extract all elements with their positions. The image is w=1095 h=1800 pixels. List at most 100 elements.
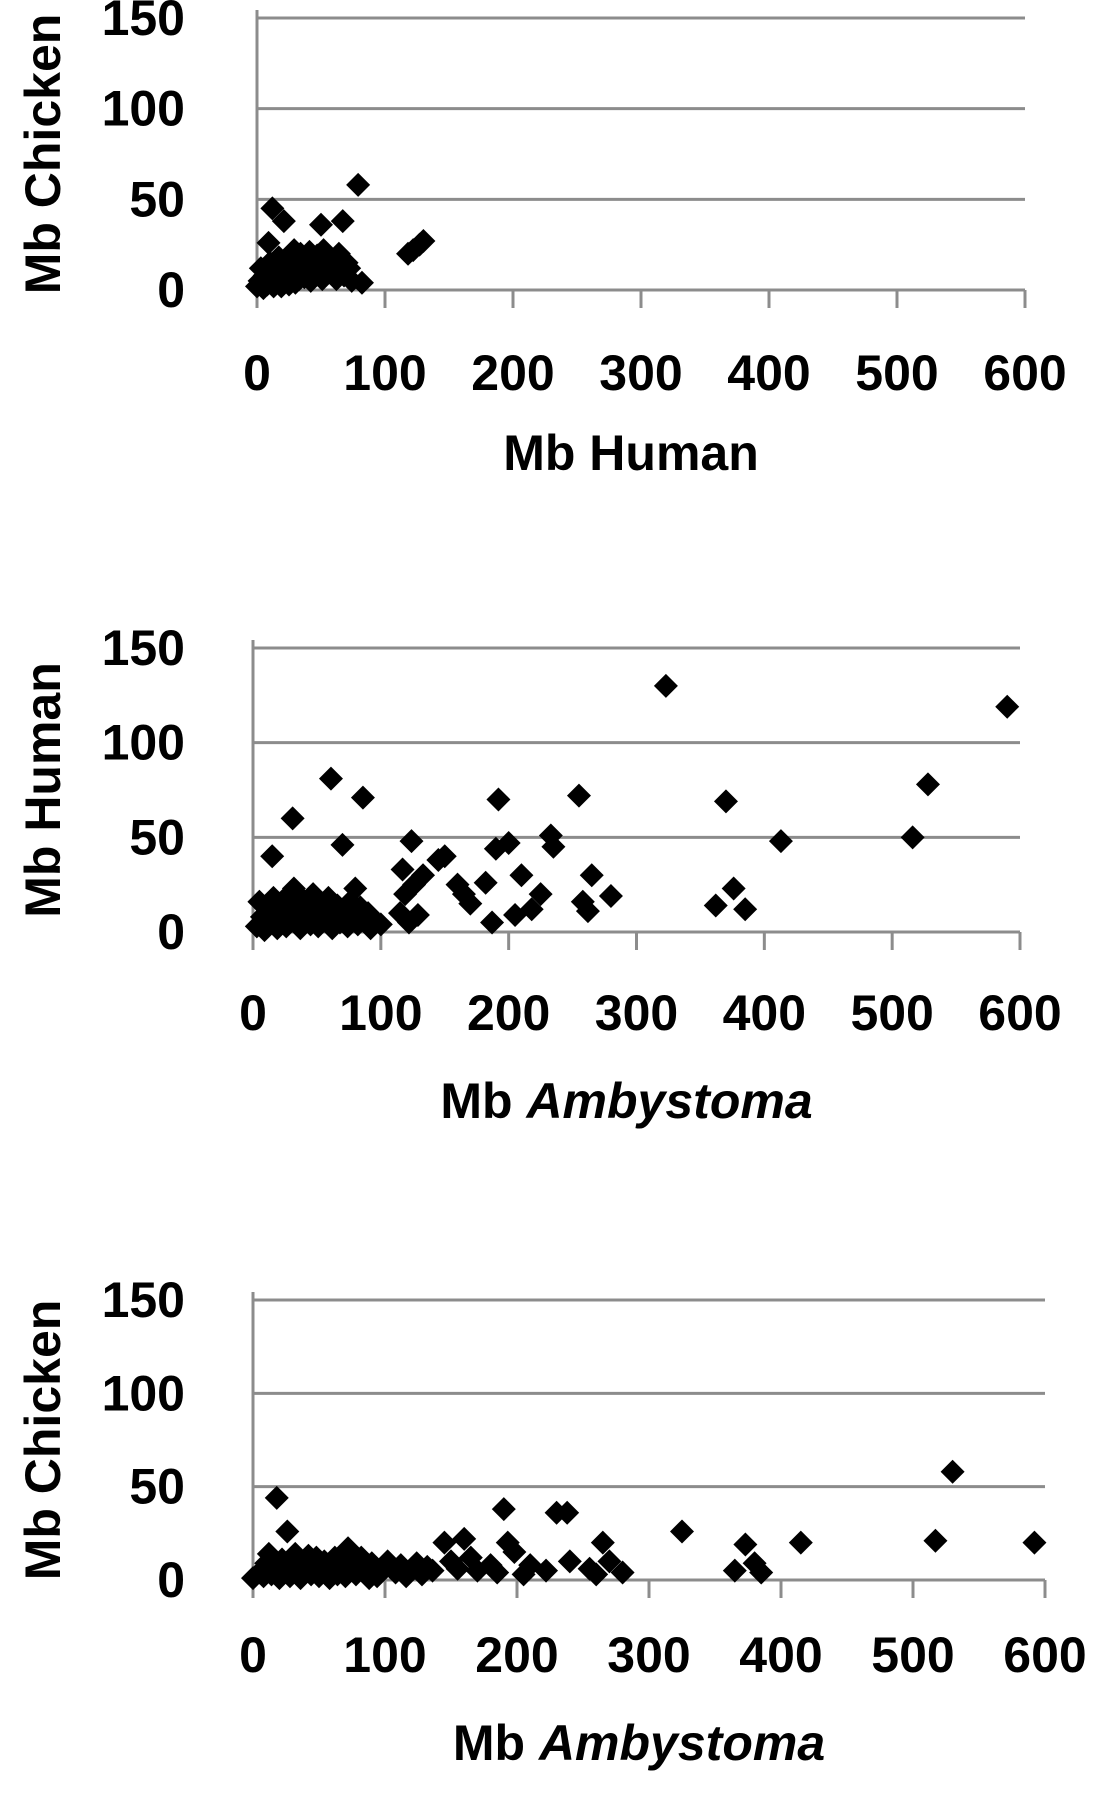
data-point [458,891,483,916]
y-axis-title: Mb Human [15,662,71,918]
x-tick-label-300: 300 [595,985,678,1041]
data-point [598,884,623,909]
data-point [541,834,566,859]
y-tick-label-50: 50 [129,171,185,227]
data-point [452,1526,477,1551]
data-point [411,863,436,888]
data-point [670,1519,694,1544]
data-point [411,229,436,254]
x-tick-label-500: 500 [850,985,933,1041]
y-tick-label-0: 0 [157,1552,185,1608]
data-point [557,1549,582,1574]
x-tick-label-100: 100 [343,1627,426,1683]
y-tick-label-50: 50 [129,809,185,865]
x-tick-label-100: 100 [339,985,422,1041]
x-axis-title: Mb Ambystoma [453,1715,825,1771]
y-tick-label-0: 0 [157,262,185,318]
data-point [260,844,285,869]
y-axis-title: Mb Chicken [15,14,71,295]
data-point [486,787,511,812]
data-point [349,270,374,295]
data-point [309,212,333,237]
data-point [722,1558,747,1583]
data-point [610,1560,635,1585]
data-point [579,863,604,888]
data-point [260,196,285,221]
x-tick-label-300: 300 [607,1627,690,1683]
data-point [995,694,1020,719]
x-tick-label-200: 200 [475,1627,558,1683]
data-point [271,209,296,234]
y-tick-label-100: 100 [102,1365,185,1421]
x-tick-label-100: 100 [343,345,426,401]
data-point [653,673,678,698]
x-tick-label-400: 400 [739,1627,822,1683]
data-point [491,1497,516,1522]
data-point [788,1530,813,1555]
data-point [264,1485,289,1510]
data-point [733,1532,758,1557]
y-tick-label-0: 0 [157,904,185,960]
x-tick-label-0: 0 [239,985,267,1041]
data-point [432,1530,457,1555]
y-tick-label-150: 150 [102,1272,185,1328]
chart-panel-1: 0 100 200 300 400 500 600 0 50 100 150 Mb Human Mb C… [15,0,1067,481]
data-point [405,902,430,927]
data-point [940,1459,965,1484]
y-tick-label-100: 100 [102,715,185,771]
data-point [346,172,371,197]
x-tick-label-300: 300 [599,345,682,401]
x-tick-label-200: 200 [471,345,554,401]
data-point [399,829,424,854]
data-point [733,897,758,922]
y-tick-label-100: 100 [102,81,185,137]
data-point [519,897,544,922]
data-point [597,1549,622,1574]
data-point [900,825,925,850]
data-point [330,209,355,234]
y-axis-title: Mb Chicken [15,1300,71,1581]
data-point [485,1560,510,1585]
x-tick-label-500: 500 [855,345,938,401]
x-axis-title: Mb Human [503,425,759,481]
data-point [496,831,521,856]
data-point [713,789,738,814]
x-tick-label-400: 400 [723,985,806,1041]
x-tick-label-200: 200 [467,985,550,1041]
data-point [256,230,281,255]
data-point [575,899,600,924]
data-point [318,766,343,791]
data-point [703,893,728,918]
y-tick-label-150: 150 [102,0,185,46]
data-point [534,1558,559,1583]
data-point [275,1519,300,1544]
data-point [445,1556,470,1581]
data-point [509,863,534,888]
data-point [590,1530,615,1555]
x-tick-label-600: 600 [983,345,1066,401]
x-tick-label-600: 600 [1003,1627,1086,1683]
data-point [915,772,940,797]
chart-panel-2: 0 100 200 300 400 500 600 0 50 100 150 Mb Ambystoma… [15,620,1062,1129]
data-point [1022,1530,1047,1555]
y-tick-label-50: 50 [129,1459,185,1515]
data-point [473,870,498,895]
x-axis-title: Mb Ambystoma [440,1073,812,1129]
data-point [480,910,505,935]
data-point [350,785,375,810]
data-point [528,882,553,907]
data-point [555,1500,580,1525]
data-point [923,1528,948,1553]
data-point [280,806,305,831]
x-tick-label-600: 600 [978,985,1061,1041]
chart-panel-3: 0 100 200 300 400 500 600 0 50 100 150 Mb Ambystoma… [15,1272,1087,1771]
x-tick-label-400: 400 [727,345,810,401]
data-point [768,829,793,854]
data-point [584,1562,609,1587]
data-point [330,832,355,857]
data-point [368,912,393,937]
x-tick-label-0: 0 [243,345,271,401]
data-point [420,1558,445,1583]
data-point [566,783,591,808]
